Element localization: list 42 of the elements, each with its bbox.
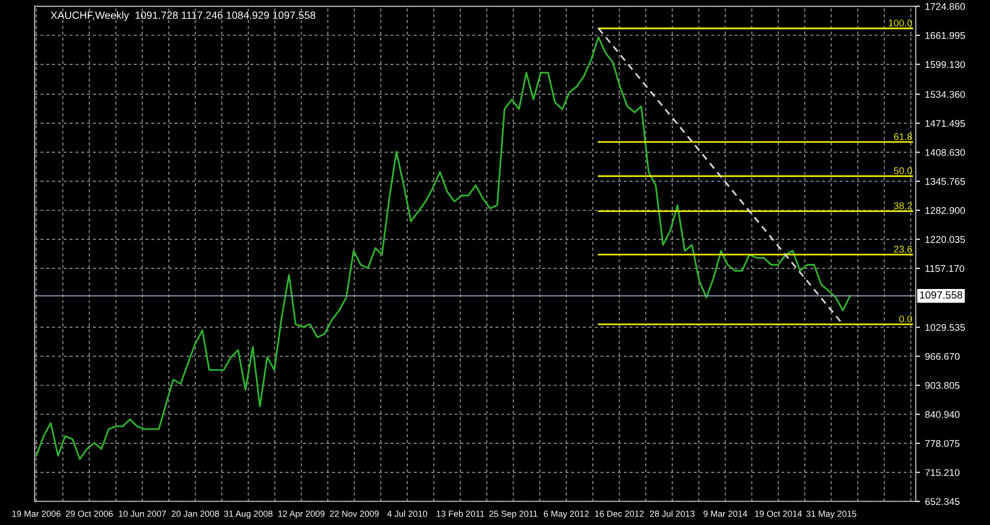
- y-tick-label: 715.210: [925, 469, 960, 476]
- chart-title: XAUCHF,Weekly 1091.728 1117.246 1084.929 1097.558: [50, 11, 316, 21]
- y-tick-label: 1724.860: [926, 3, 965, 10]
- y-tick-label: 1408.630: [926, 149, 965, 156]
- y-tick-label: 1471.495: [926, 120, 965, 127]
- series-label: 100.0: [888, 20, 912, 26]
- x-tick-label: 28 Jul 2013: [650, 510, 695, 517]
- x-tick-label: 19 Mar 2006: [12, 510, 60, 517]
- series-label: 38.2: [894, 202, 912, 210]
- y-tick-label: 966.670: [925, 353, 960, 360]
- x-tick-label: 31 May 2015: [806, 510, 856, 519]
- x-tick-label: 4 Jul 2010: [387, 510, 428, 517]
- x-tick-label: 20 Jan 2008: [172, 510, 220, 517]
- x-tick-label: 10 Jun 2007: [118, 510, 166, 517]
- y-tick-label: 1220.035: [926, 236, 965, 243]
- ref-line-label: 1097.558: [920, 291, 962, 299]
- y-tick-label: 840.940: [925, 411, 960, 418]
- series-label: 61.8: [894, 133, 912, 140]
- y-tick-label: 1599.130: [926, 61, 965, 68]
- y-tick-label: 652.345: [925, 498, 960, 505]
- y-tick-label: 1661.995: [926, 32, 965, 39]
- y-tick-label: 778.075: [925, 440, 960, 447]
- x-tick-label: 19 Oct 2014: [755, 510, 802, 517]
- series-label: 0.0: [899, 315, 912, 322]
- series-label: 23.6: [894, 246, 912, 253]
- y-tick-label: 1282.900: [926, 207, 965, 214]
- line-series: [35, 36, 852, 460]
- y-tick-label: 903.805: [925, 382, 960, 389]
- y-tick-label: 1534.360: [926, 90, 965, 98]
- x-tick-label: 16 Dec 2012: [595, 510, 644, 517]
- x-tick-label: 9 Mar 2014: [704, 510, 748, 517]
- series-label: 50.0: [894, 167, 912, 174]
- y-tick-label: 1029.535: [926, 324, 965, 331]
- x-tick-label: 22 Nov 2009: [330, 510, 379, 517]
- x-tick-label: 31 Aug 2008: [224, 510, 272, 519]
- y-tick-label: 1157.170: [926, 265, 964, 272]
- x-tick-label: 29 Oct 2006: [66, 510, 113, 517]
- x-tick-label: 12 Apr 2009: [278, 510, 324, 519]
- x-tick-label: 6 May 2012: [544, 510, 589, 519]
- x-tick-label: 25 Sep 2011: [489, 510, 538, 519]
- y-tick-label: 1345.765: [926, 178, 965, 185]
- x-tick-label: 13 Feb 2011: [436, 510, 484, 517]
